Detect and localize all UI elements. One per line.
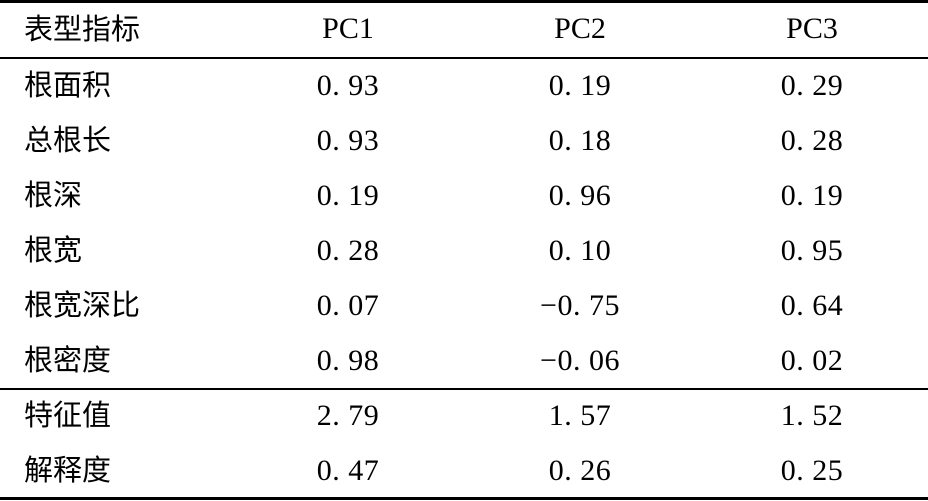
row-label: 根密度 <box>24 343 112 377</box>
row-label: 根宽深比 <box>24 288 141 322</box>
table-row: 根宽 0. 28 0. 10 0. 95 <box>0 223 928 278</box>
header-pc2: PC2 <box>554 12 606 45</box>
header-rule <box>0 57 928 59</box>
summary-row: 特征值 2. 79 1. 57 1. 52 <box>0 388 928 443</box>
cell-pc3: 0. 25 <box>780 453 844 487</box>
cell-pc1: 0. 28 <box>316 233 380 267</box>
cell-pc2: 1. 57 <box>548 398 612 432</box>
header-pc3: PC3 <box>786 12 838 45</box>
row-label: 特征值 <box>24 398 112 432</box>
cell-pc2: 0. 19 <box>548 68 612 102</box>
table-row: 根面积 0. 93 0. 19 0. 29 <box>0 58 928 113</box>
header-trait: 表型指标 <box>24 11 141 46</box>
cell-pc1: 2. 79 <box>316 398 380 432</box>
summary-row: 解释度 0. 47 0. 26 0. 25 <box>0 443 928 498</box>
cell-pc2: −0. 06 <box>540 343 620 377</box>
cell-pc1: 0. 93 <box>316 68 380 102</box>
cell-pc3: 0. 02 <box>780 343 844 377</box>
header-row: 表型指标 PC1 PC2 PC3 <box>0 0 928 58</box>
cell-pc3: 0. 64 <box>780 288 844 322</box>
cell-pc3: 1. 52 <box>780 398 844 432</box>
cell-pc1: 0. 93 <box>316 123 380 157</box>
row-label: 总根长 <box>24 123 112 157</box>
table-row: 总根长 0. 93 0. 18 0. 28 <box>0 113 928 168</box>
table-row: 根宽深比 0. 07 −0. 75 0. 64 <box>0 278 928 333</box>
row-label: 根宽 <box>24 233 83 267</box>
header-pc1: PC1 <box>322 12 374 45</box>
cell-pc2: 0. 10 <box>548 233 612 267</box>
row-label: 根深 <box>24 178 83 212</box>
cell-pc1: 0. 19 <box>316 178 380 212</box>
bottom-rule <box>0 497 928 500</box>
cell-pc1: 0. 98 <box>316 343 380 377</box>
table-row: 根密度 0. 98 −0. 06 0. 02 <box>0 333 928 388</box>
summary-rule <box>0 388 928 390</box>
row-label: 解释度 <box>24 453 112 487</box>
cell-pc2: 0. 18 <box>548 123 612 157</box>
cell-pc3: 0. 29 <box>780 68 844 102</box>
cell-pc1: 0. 47 <box>316 453 380 487</box>
cell-pc3: 0. 19 <box>780 178 844 212</box>
cell-pc2: 0. 26 <box>548 453 612 487</box>
cell-pc1: 0. 07 <box>316 288 380 322</box>
table-row: 根深 0. 19 0. 96 0. 19 <box>0 168 928 223</box>
row-label: 根面积 <box>24 68 112 102</box>
top-rule <box>0 0 928 3</box>
cell-pc2: 0. 96 <box>548 178 612 212</box>
cell-pc3: 0. 28 <box>780 123 844 157</box>
cell-pc3: 0. 95 <box>780 233 844 267</box>
cell-pc2: −0. 75 <box>540 288 620 322</box>
